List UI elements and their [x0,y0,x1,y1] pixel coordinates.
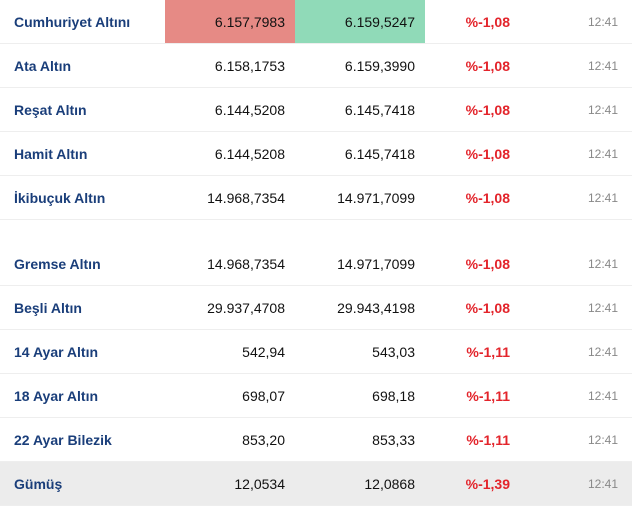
buy-price: 542,94 [165,330,295,373]
change-pct: %-1,08 [425,286,520,329]
sell-price: 543,03 [295,330,425,373]
sell-price: 698,18 [295,374,425,417]
change-pct: %-1,11 [425,330,520,373]
sell-price: 6.159,5247 [295,0,425,43]
buy-price: 853,20 [165,418,295,461]
table-row[interactable]: 18 Ayar Altın698,07698,18%-1,1112:41 [0,374,632,418]
table-row[interactable]: Cumhuriyet Altını6.157,79836.159,5247%-1… [0,0,632,44]
change-pct: %-1,39 [425,462,520,505]
buy-price: 6.157,7983 [165,0,295,43]
update-time: 12:41 [520,330,632,373]
sell-price: 6.159,3990 [295,44,425,87]
price-table: Cumhuriyet Altını6.157,79836.159,5247%-1… [0,0,632,506]
change-pct: %-1,08 [425,132,520,175]
asset-name: Ata Altın [0,44,165,87]
update-time: 12:41 [520,0,632,43]
table-row[interactable]: Beşli Altın29.937,470829.943,4198%-1,081… [0,286,632,330]
table-row[interactable]: 14 Ayar Altın542,94543,03%-1,1112:41 [0,330,632,374]
buy-price: 6.144,5208 [165,132,295,175]
update-time: 12:41 [520,374,632,417]
update-time: 12:41 [520,418,632,461]
sell-price: 853,33 [295,418,425,461]
buy-price: 29.937,4708 [165,286,295,329]
sell-price: 14.971,7099 [295,176,425,219]
table-row[interactable]: 22 Ayar Bilezik853,20853,33%-1,1112:41 [0,418,632,462]
spacer-row [0,220,632,242]
table-row[interactable]: Ata Altın6.158,17536.159,3990%-1,0812:41 [0,44,632,88]
update-time: 12:41 [520,176,632,219]
buy-price: 12,0534 [165,462,295,505]
change-pct: %-1,08 [425,0,520,43]
sell-price: 12,0868 [295,462,425,505]
buy-price: 14.968,7354 [165,242,295,285]
sell-price: 29.943,4198 [295,286,425,329]
asset-name: 22 Ayar Bilezik [0,418,165,461]
table-row[interactable]: Gremse Altın14.968,735414.971,7099%-1,08… [0,242,632,286]
asset-name: Gremse Altın [0,242,165,285]
update-time: 12:41 [520,44,632,87]
table-row[interactable]: Hamit Altın6.144,52086.145,7418%-1,0812:… [0,132,632,176]
sell-price: 6.145,7418 [295,88,425,131]
update-time: 12:41 [520,286,632,329]
buy-price: 6.144,5208 [165,88,295,131]
asset-name: Hamit Altın [0,132,165,175]
asset-name: Gümüş [0,462,165,505]
sell-price: 14.971,7099 [295,242,425,285]
asset-name: 14 Ayar Altın [0,330,165,373]
buy-price: 698,07 [165,374,295,417]
buy-price: 14.968,7354 [165,176,295,219]
sell-price: 6.145,7418 [295,132,425,175]
update-time: 12:41 [520,132,632,175]
change-pct: %-1,11 [425,418,520,461]
asset-name: Reşat Altın [0,88,165,131]
change-pct: %-1,08 [425,242,520,285]
update-time: 12:41 [520,242,632,285]
change-pct: %-1,08 [425,88,520,131]
table-row[interactable]: Reşat Altın6.144,52086.145,7418%-1,0812:… [0,88,632,132]
update-time: 12:41 [520,88,632,131]
table-row[interactable]: Gümüş12,053412,0868%-1,3912:41 [0,462,632,506]
table-row[interactable]: İkibuçuk Altın14.968,735414.971,7099%-1,… [0,176,632,220]
change-pct: %-1,11 [425,374,520,417]
asset-name: İkibuçuk Altın [0,176,165,219]
change-pct: %-1,08 [425,44,520,87]
buy-price: 6.158,1753 [165,44,295,87]
change-pct: %-1,08 [425,176,520,219]
update-time: 12:41 [520,462,632,505]
asset-name: Cumhuriyet Altını [0,0,165,43]
asset-name: 18 Ayar Altın [0,374,165,417]
asset-name: Beşli Altın [0,286,165,329]
